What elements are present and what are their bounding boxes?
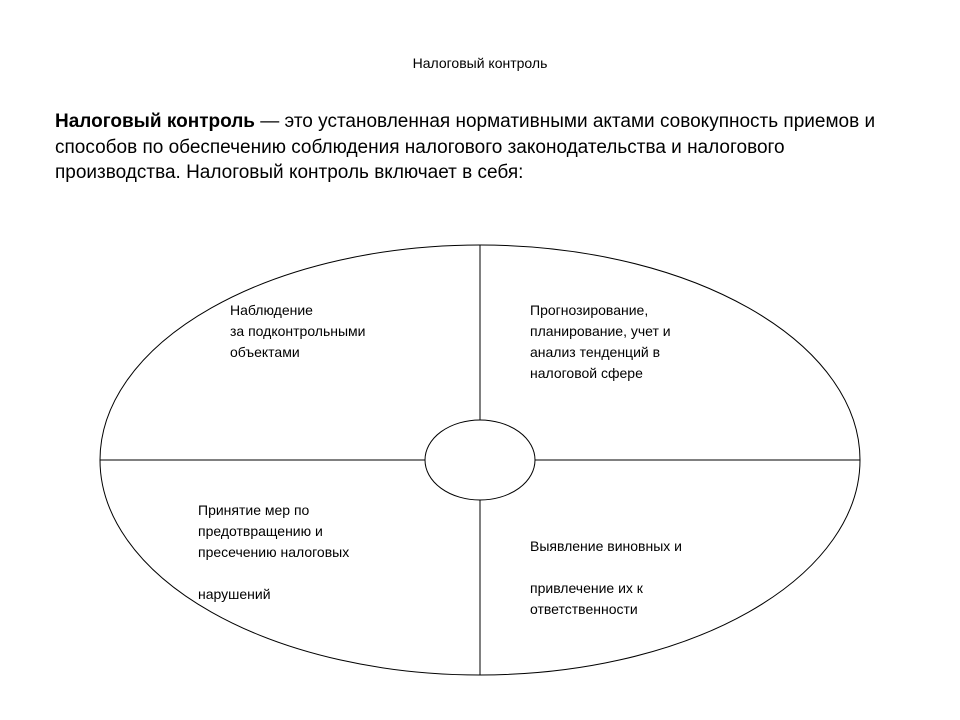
definition-term: Налоговый контроль (55, 111, 255, 132)
quadrant-top-right: Прогнозирование, планирование, учет и ан… (530, 300, 671, 384)
diagram-svg (0, 220, 960, 700)
inner-ellipse (425, 420, 535, 500)
quadrant-diagram: Наблюдение за подконтрольными объектами … (0, 220, 960, 700)
quadrant-top-left: Наблюдение за подконтрольными объектами (230, 300, 366, 363)
page-title: Налоговый контроль (0, 0, 960, 71)
quadrant-bottom-left: Принятие мер по предотвращению и пресече… (198, 500, 349, 605)
definition-paragraph: Налоговый контроль — это установленная н… (0, 71, 960, 186)
quadrant-bottom-right: Выявление виновных и привлечение их к от… (530, 536, 682, 620)
